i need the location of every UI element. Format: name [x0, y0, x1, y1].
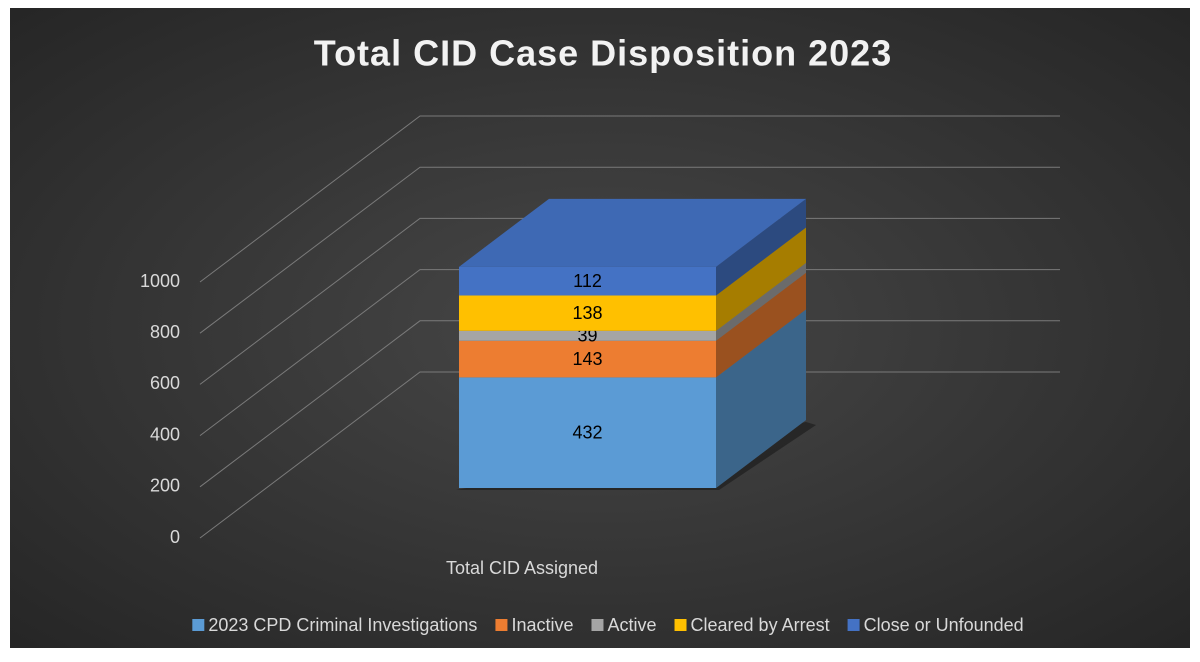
data-label: 138 — [572, 303, 602, 323]
y-tick-label: 0 — [170, 527, 180, 547]
legend-label: Active — [607, 615, 656, 635]
legend-label: 2023 CPD Criminal Investigations — [208, 615, 477, 635]
legend-swatch — [674, 619, 687, 631]
legend-label: Close or Unfounded — [864, 615, 1024, 635]
bar-segment-side — [716, 309, 806, 488]
side-shade — [716, 262, 806, 341]
legend-swatch — [192, 619, 205, 631]
y-tick-label: 200 — [150, 476, 180, 496]
bar-segment-side — [716, 262, 806, 341]
legend-label: Inactive — [511, 615, 573, 635]
grid-line — [199, 115, 1060, 283]
bar-segment — [459, 377, 716, 488]
chart-title: Total CID Case Disposition 2023 — [314, 33, 892, 74]
legend-label: Cleared by Arrest — [691, 615, 830, 635]
bar-segment-side — [716, 272, 806, 378]
bar-segment — [459, 330, 716, 341]
bar-segment — [459, 295, 716, 331]
legend-swatch — [591, 619, 604, 631]
side-shade — [716, 227, 806, 331]
bar-segment — [459, 340, 716, 378]
y-tick-label: 1000 — [140, 271, 180, 291]
data-label: 432 — [572, 422, 602, 442]
legend-swatch — [495, 619, 508, 631]
grid-line — [199, 166, 1060, 334]
bar-segment-side — [716, 227, 806, 331]
grid-line — [199, 320, 1060, 488]
data-label: 143 — [572, 349, 602, 369]
data-label: 112 — [573, 271, 602, 291]
side-shade — [716, 198, 806, 296]
grid-line — [199, 269, 1060, 436]
legend-swatch — [847, 619, 860, 631]
y-tick-label: 800 — [150, 322, 180, 342]
side-shade — [716, 272, 806, 378]
top-shade — [459, 198, 806, 267]
bar-segment-side — [716, 198, 806, 296]
bar-segment — [459, 266, 716, 296]
side-shade — [716, 309, 806, 488]
grid-line — [199, 371, 1060, 539]
grid-line — [199, 217, 1060, 385]
y-tick-label: 400 — [150, 424, 180, 444]
x-tick-label: Total CID Assigned — [446, 558, 598, 578]
y-tick-label: 600 — [150, 373, 180, 393]
bar-top — [459, 198, 806, 267]
